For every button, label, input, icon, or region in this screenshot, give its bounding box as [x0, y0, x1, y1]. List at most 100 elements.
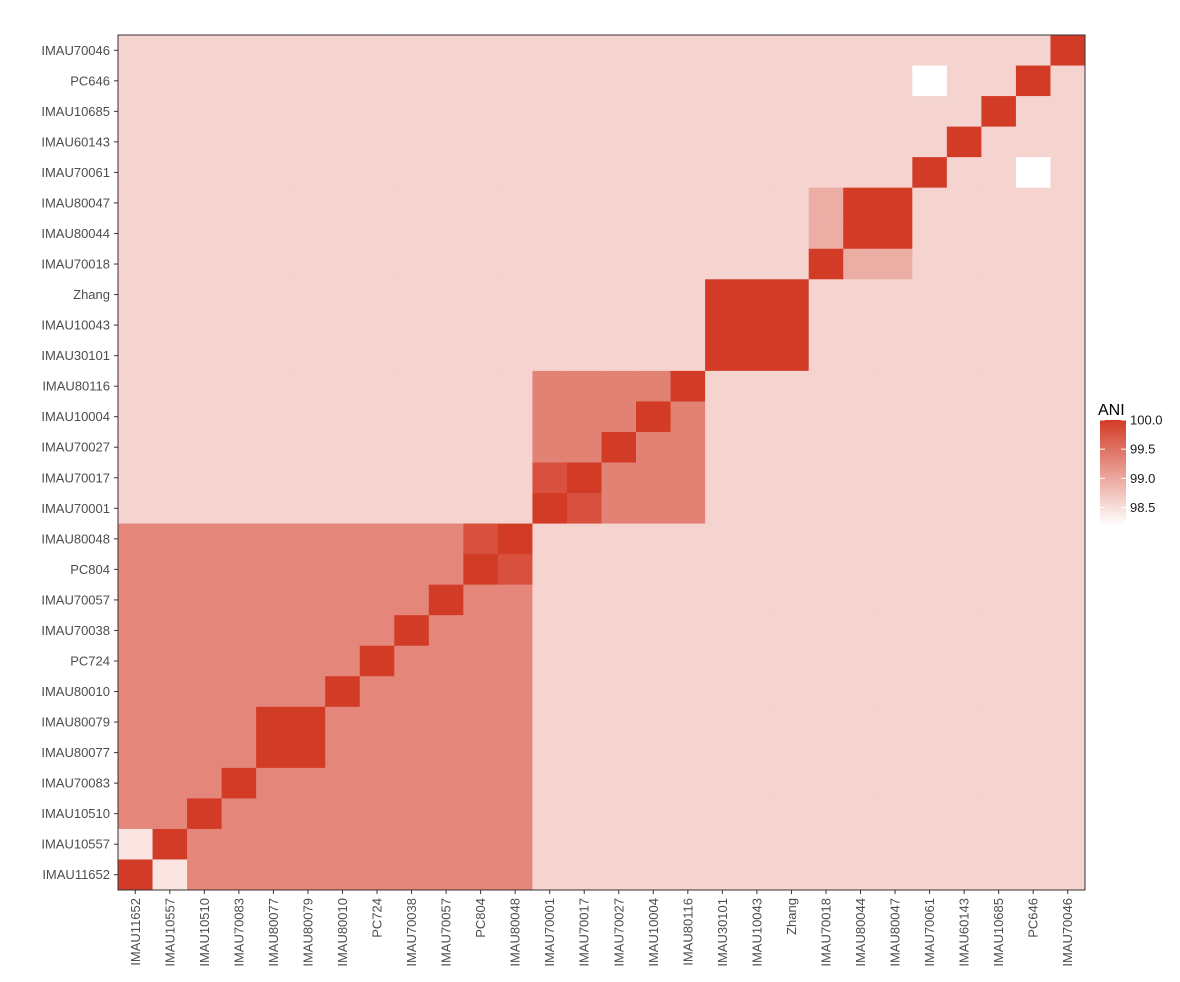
- heatmap-cell: [705, 828, 741, 860]
- heatmap-cell: [739, 523, 775, 555]
- heatmap-cell: [359, 493, 395, 524]
- heatmap-cell: [601, 187, 637, 219]
- heatmap-cell: [290, 615, 326, 647]
- heatmap-cell: [463, 157, 499, 189]
- heatmap-cell: [428, 65, 464, 97]
- heatmap-cell: [808, 279, 844, 311]
- heatmap-cell: [359, 218, 395, 250]
- heatmap-cell: [290, 218, 326, 250]
- heatmap-cell: [359, 523, 395, 555]
- heatmap-cell: [636, 523, 671, 555]
- heatmap-cell: [774, 187, 810, 219]
- heatmap-cell: [877, 737, 913, 769]
- heatmap-cell: [739, 187, 775, 219]
- heatmap-cell: [739, 340, 775, 372]
- heatmap-cell: [221, 767, 257, 799]
- heatmap-cell: [981, 523, 1017, 555]
- heatmap-cell: [566, 493, 602, 524]
- heatmap-cell: [325, 645, 361, 677]
- heatmap-cell: [532, 493, 568, 524]
- y-tick-label: IMAU80077: [41, 745, 110, 760]
- heatmap-cell: [774, 493, 810, 524]
- heatmap-cell: [187, 370, 223, 402]
- heatmap-cell: [808, 676, 844, 708]
- heatmap-cell: [1050, 96, 1086, 128]
- heatmap-cell: [118, 828, 153, 860]
- heatmap-cell: [152, 401, 188, 433]
- heatmap-cell: [636, 676, 671, 708]
- heatmap-cell: [636, 340, 671, 372]
- heatmap-cell: [566, 584, 602, 616]
- heatmap-cell: [256, 340, 292, 372]
- heatmap-cell: [636, 584, 671, 616]
- heatmap-cell: [1050, 279, 1086, 311]
- heatmap-cell: [1050, 645, 1086, 677]
- heatmap-cell: [912, 615, 948, 647]
- x-tick-label: IMAU80048: [508, 898, 523, 967]
- x-tick-label: IMAU70017: [577, 898, 592, 967]
- heatmap-cell: [705, 493, 741, 524]
- heatmap-cell: [428, 645, 464, 677]
- heatmap-cell: [118, 767, 153, 799]
- heatmap-cell: [670, 401, 706, 433]
- heatmap-cell: [912, 523, 948, 555]
- heatmap-cell: [774, 615, 810, 647]
- heatmap-cell: [601, 340, 637, 372]
- heatmap-cell: [946, 706, 982, 738]
- heatmap-cell: [808, 187, 844, 219]
- x-tick-label: IMAU10510: [197, 898, 212, 967]
- heatmap-cell: [1015, 828, 1051, 860]
- x-tick-label: IMAU70046: [1060, 898, 1075, 967]
- heatmap-cell: [670, 798, 706, 830]
- heatmap-cell: [912, 401, 948, 433]
- heatmap-cell: [843, 706, 879, 738]
- heatmap-cell: [981, 554, 1017, 586]
- heatmap-cell: [877, 706, 913, 738]
- heatmap-cell: [1015, 584, 1051, 616]
- heatmap-cell: [670, 462, 706, 494]
- heatmap-cell: [912, 35, 948, 66]
- heatmap-cell: [118, 187, 153, 219]
- heatmap-cell: [118, 309, 153, 341]
- heatmap-cell: [843, 554, 879, 586]
- heatmap-cell: [1050, 431, 1086, 463]
- heatmap-cell: [912, 96, 948, 128]
- heatmap-cell: [221, 96, 257, 128]
- heatmap-cell: [877, 645, 913, 677]
- heatmap-cell: [463, 65, 499, 97]
- heatmap-cell: [256, 493, 292, 524]
- heatmap-cell: [256, 767, 292, 799]
- heatmap-cell: [532, 828, 568, 860]
- heatmap-cell: [359, 431, 395, 463]
- heatmap-cell: [187, 462, 223, 494]
- heatmap-cell: [325, 340, 361, 372]
- heatmap-cell: [187, 65, 223, 97]
- heatmap-cell: [359, 340, 395, 372]
- heatmap-cell: [566, 309, 602, 341]
- heatmap-cell: [118, 676, 153, 708]
- x-tick-label: IMAU70057: [439, 898, 454, 967]
- y-tick-label: IMAU70038: [41, 623, 110, 638]
- heatmap-cell: [1015, 370, 1051, 402]
- x-tick-label: IMAU80077: [266, 898, 281, 967]
- heatmap-cell: [877, 187, 913, 219]
- heatmap-cell: [532, 737, 568, 769]
- y-tick-label: IMAU70017: [41, 470, 110, 485]
- heatmap-cell: [187, 798, 223, 830]
- heatmap-cell: [1050, 493, 1086, 524]
- heatmap-cell: [566, 370, 602, 402]
- heatmap-cell: [359, 584, 395, 616]
- heatmap-cell: [290, 309, 326, 341]
- heatmap-cell: [774, 706, 810, 738]
- heatmap-cell: [912, 493, 948, 524]
- heatmap-cell: [187, 35, 223, 66]
- heatmap-cell: [566, 737, 602, 769]
- heatmap-cell: [566, 554, 602, 586]
- legend: ANI 100.0 99.5 99.0 98.5: [1098, 402, 1163, 525]
- heatmap-cell: [877, 248, 913, 280]
- heatmap-cell: [670, 126, 706, 158]
- heatmap-cell: [946, 767, 982, 799]
- heatmap-cell: [877, 35, 913, 66]
- heatmap-cell: [601, 493, 637, 524]
- x-tick-label: IMAU80047: [888, 898, 903, 967]
